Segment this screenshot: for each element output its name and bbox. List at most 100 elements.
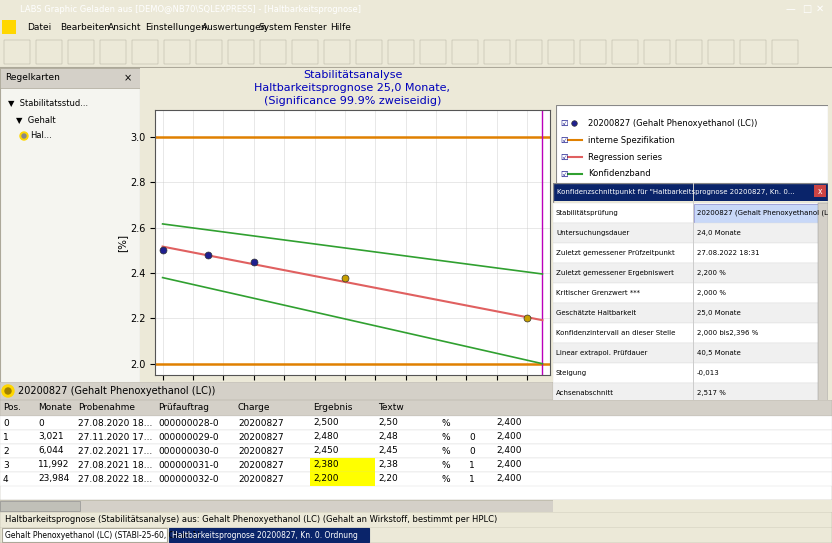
Text: %: % — [442, 460, 451, 470]
Text: Einstellungen: Einstellungen — [145, 22, 206, 31]
Bar — [68, 40, 94, 64]
Text: Regelkarten: Regelkarten — [5, 73, 60, 83]
Text: ☑: ☑ — [560, 136, 567, 144]
Text: 2,38: 2,38 — [378, 460, 398, 470]
Bar — [356, 40, 382, 64]
Bar — [4, 40, 30, 64]
Text: %: % — [442, 446, 451, 456]
Bar — [772, 40, 798, 64]
Text: Konfidenzschnittpunkt für "Haltbarkeitsprognose 20200827, Kn. 0...: Konfidenzschnittpunkt für "Haltbarkeitsp… — [557, 189, 795, 195]
Bar — [553, 223, 828, 243]
Text: Steigung: Steigung — [556, 370, 587, 376]
Text: 4: 4 — [3, 475, 8, 483]
Bar — [310, 472, 375, 486]
Bar — [324, 40, 350, 64]
Text: Konfidenzband: Konfidenzband — [588, 169, 651, 179]
Bar — [2, 20, 16, 34]
Bar — [100, 40, 126, 64]
Text: 2,48: 2,48 — [378, 433, 398, 441]
Bar — [164, 40, 190, 64]
Bar — [0, 501, 80, 511]
Text: Textw: Textw — [378, 403, 404, 413]
Text: 6,044: 6,044 — [38, 446, 63, 456]
Circle shape — [2, 385, 14, 397]
Text: 000000030-0: 000000030-0 — [158, 446, 219, 456]
Text: Prüfauftrag: Prüfauftrag — [158, 403, 209, 413]
Circle shape — [5, 388, 11, 394]
Text: %: % — [442, 419, 451, 427]
Text: 000000032-0: 000000032-0 — [158, 475, 219, 483]
Text: interne Spezifikation: interne Spezifikation — [588, 136, 675, 144]
Text: 27.02.2021 17...: 27.02.2021 17... — [78, 446, 152, 456]
Text: 0: 0 — [469, 446, 475, 456]
Text: Auswertungen: Auswertungen — [202, 22, 268, 31]
Text: Anzahl Werte: Anzahl Werte — [556, 410, 602, 416]
Bar — [420, 40, 446, 64]
Bar — [310, 458, 375, 472]
Text: 000000031-0: 000000031-0 — [158, 460, 219, 470]
Text: ▼  Gehalt: ▼ Gehalt — [16, 116, 56, 124]
Bar — [553, 303, 828, 323]
Text: Gehalt Phenoxyethanol (LC) (STABI-25-60, Chart 1): Gehalt Phenoxyethanol (LC) (STABI-25-60,… — [5, 531, 200, 540]
Bar — [694, 204, 827, 223]
Text: 2,400: 2,400 — [496, 433, 522, 441]
Bar — [553, 283, 828, 303]
Text: Kritischer Grenzwert ***: Kritischer Grenzwert *** — [556, 290, 640, 296]
Text: Monate: Monate — [38, 403, 72, 413]
Text: Charge: Charge — [238, 403, 270, 413]
Text: %: % — [442, 433, 451, 441]
Bar — [708, 40, 734, 64]
Bar — [553, 263, 828, 283]
Text: 20200827 (Gehalt Phenoxyethanol (LC)): 20200827 (Gehalt Phenoxyethanol (LC)) — [18, 386, 215, 396]
Text: 27.08.2020 18...: 27.08.2020 18... — [78, 419, 152, 427]
Text: 2,45: 2,45 — [378, 446, 398, 456]
Text: -0,013: -0,013 — [697, 370, 720, 376]
Text: 1: 1 — [469, 460, 475, 470]
Text: Geschätzte Haltbarkeit: Geschätzte Haltbarkeit — [556, 310, 636, 316]
Text: 20200827: 20200827 — [238, 433, 284, 441]
Bar — [0, 400, 832, 416]
Bar — [0, 416, 832, 430]
Text: (Significance 99.9% zweiseidig): (Significance 99.9% zweiseidig) — [264, 96, 441, 106]
Text: 0: 0 — [3, 419, 9, 427]
Bar — [36, 40, 62, 64]
Text: Regression series: Regression series — [588, 153, 662, 161]
Text: 24,0 Monate: 24,0 Monate — [697, 230, 740, 236]
Bar — [388, 40, 414, 64]
Bar — [484, 40, 510, 64]
Text: Datei: Datei — [27, 22, 52, 31]
Circle shape — [22, 134, 26, 138]
Text: Probenahme: Probenahme — [78, 403, 135, 413]
Bar — [169, 528, 369, 542]
Text: ☑: ☑ — [560, 153, 567, 161]
Text: 27.08.2022 18:31: 27.08.2022 18:31 — [697, 250, 760, 256]
Text: 2,000 bis2,396 %: 2,000 bis2,396 % — [697, 330, 759, 336]
Text: 2,000 %: 2,000 % — [697, 290, 726, 296]
Text: 20200827 (Gehalt Phenoxyethanol (LC)): 20200827 (Gehalt Phenoxyethanol (LC)) — [697, 210, 832, 216]
Text: 000000029-0: 000000029-0 — [158, 433, 219, 441]
Text: 25,0 Monate: 25,0 Monate — [697, 310, 740, 316]
Text: 20200827: 20200827 — [238, 460, 284, 470]
Text: %: % — [442, 475, 451, 483]
Bar — [0, 458, 832, 472]
Text: 2,400: 2,400 — [496, 419, 522, 427]
Text: 2,20: 2,20 — [378, 475, 398, 483]
Text: ▼  Stabilitatsstud...: ▼ Stabilitatsstud... — [8, 98, 88, 108]
Text: Zuletzt gemessener Prüfzeitpunkt: Zuletzt gemessener Prüfzeitpunkt — [556, 250, 675, 256]
Bar — [553, 323, 828, 343]
Y-axis label: [%]: [%] — [117, 233, 127, 251]
Text: Achsenabschnitt: Achsenabschnitt — [556, 390, 614, 396]
Text: Bearbeiten: Bearbeiten — [60, 22, 110, 31]
Text: □: □ — [802, 4, 812, 14]
Text: Fenster: Fenster — [293, 22, 327, 31]
Bar — [676, 40, 702, 64]
Text: 0: 0 — [38, 419, 44, 427]
Text: Konfidenzintervall an dieser Stelle: Konfidenzintervall an dieser Stelle — [556, 330, 676, 336]
Bar — [553, 183, 828, 201]
Text: LABS Graphic Geladen aus [DEMO@NB70\SQLEXPRESS] - [Haltbarkeitsprognose]: LABS Graphic Geladen aus [DEMO@NB70\SQLE… — [20, 4, 361, 14]
Text: Haltbarkeitsprognose 20200827, Kn. 0. Ordnung: Haltbarkeitsprognose 20200827, Kn. 0. Or… — [172, 531, 358, 540]
Bar — [553, 203, 828, 223]
Bar — [553, 403, 828, 423]
Text: 2,400: 2,400 — [496, 460, 522, 470]
Text: 23,984: 23,984 — [38, 475, 69, 483]
